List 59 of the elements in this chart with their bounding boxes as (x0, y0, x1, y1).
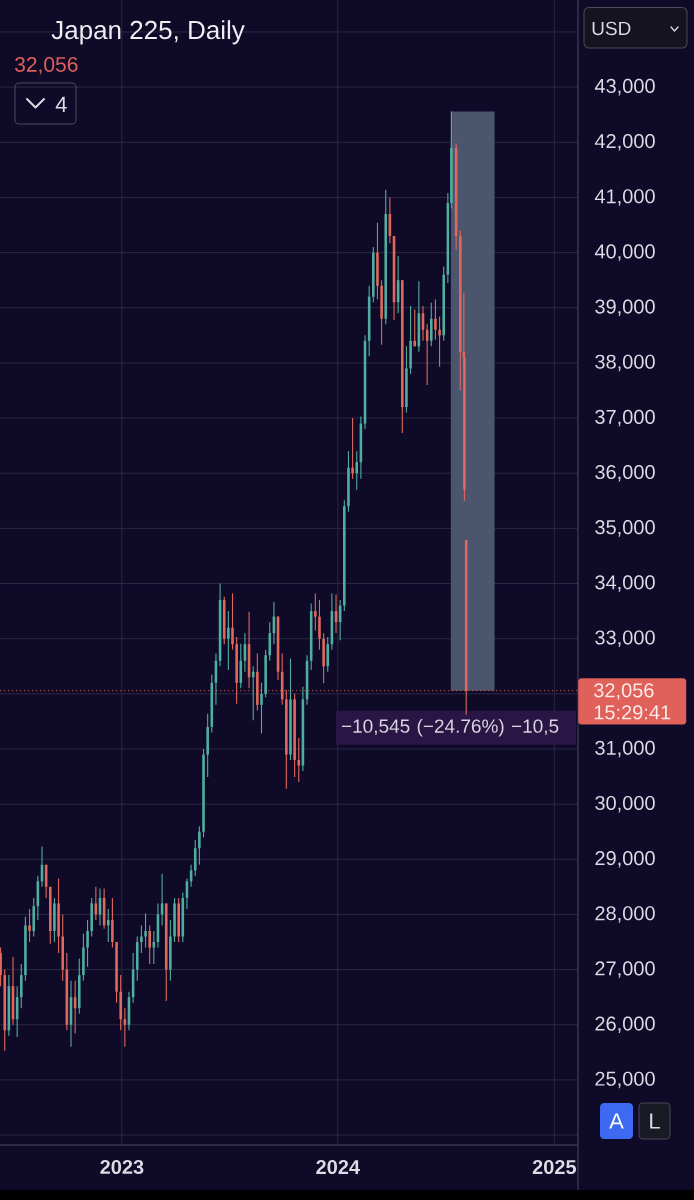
candlestick (297, 737, 301, 783)
x-tick-label: 2023 (100, 1159, 144, 1175)
y-tick-label: 27,000 (595, 961, 655, 978)
text: A (609, 1113, 624, 1129)
text: 32,056 (15, 57, 78, 75)
x-tick-label: 2025 (532, 1159, 577, 1175)
candlestick (193, 839, 197, 877)
candlestick (0, 946, 2, 987)
candlestick (351, 417, 354, 480)
y-tick-label: 39,000 (595, 299, 655, 317)
text: USD (592, 21, 631, 36)
candlestick (198, 825, 201, 866)
ref-line-label: 32,056 (594, 683, 654, 700)
y-tick-label: 41,000 (594, 189, 655, 206)
candlestick (140, 924, 143, 954)
y-tick-label: 40,000 (594, 244, 655, 261)
y-tick-label: 37,000 (595, 409, 655, 427)
candlestick (239, 643, 243, 689)
candlestick (326, 636, 330, 673)
y-tick-label: 33,000 (595, 630, 655, 647)
y-tick-label: 35,000 (595, 520, 655, 537)
y-tick-label: 36,000 (595, 464, 655, 482)
candlestick (227, 610, 230, 671)
candlestick (251, 665, 255, 721)
x-tick-label: 2024 (316, 1159, 360, 1175)
y-tick-label: 29,000 (595, 851, 655, 868)
y-tick-label: 26,000 (595, 1016, 655, 1034)
y-tick-label: 25,000 (595, 1071, 655, 1089)
text: 15:29:41 (594, 705, 671, 720)
y-tick-label: 43,000 (594, 78, 655, 96)
candlestick (111, 897, 114, 949)
candlestick (413, 308, 417, 347)
candlestick (28, 908, 31, 943)
candlestick (434, 298, 437, 341)
candlestick (202, 748, 205, 838)
candlestick (289, 657, 292, 761)
candlestick (144, 912, 147, 949)
candlestick (20, 963, 23, 1009)
candlestick (355, 450, 359, 491)
candlestick (318, 599, 321, 651)
candlestick (86, 919, 89, 968)
text: L (650, 1113, 660, 1129)
y-tick-label: 42,000 (594, 134, 655, 151)
y-tick-label: 30,000 (595, 795, 655, 813)
y-tick-label: 28,000 (595, 906, 655, 923)
candlestick (148, 924, 151, 965)
candlestick (438, 316, 441, 368)
candlestick (429, 302, 433, 347)
y-tick-label: 38,000 (595, 354, 655, 372)
candlestick (260, 682, 263, 735)
candlestick (231, 592, 234, 651)
candlestick (106, 908, 110, 943)
candlestick (268, 621, 272, 662)
y-tick-label: 31,000 (595, 740, 655, 758)
band-label: −10,545 (−24.76%) −10,5 (341, 718, 559, 737)
y-tick-label: 34,000 (595, 575, 655, 592)
candlestick (314, 592, 317, 631)
annotation: 4 (55, 96, 67, 112)
text: Japan 225, Daily (51, 20, 245, 45)
